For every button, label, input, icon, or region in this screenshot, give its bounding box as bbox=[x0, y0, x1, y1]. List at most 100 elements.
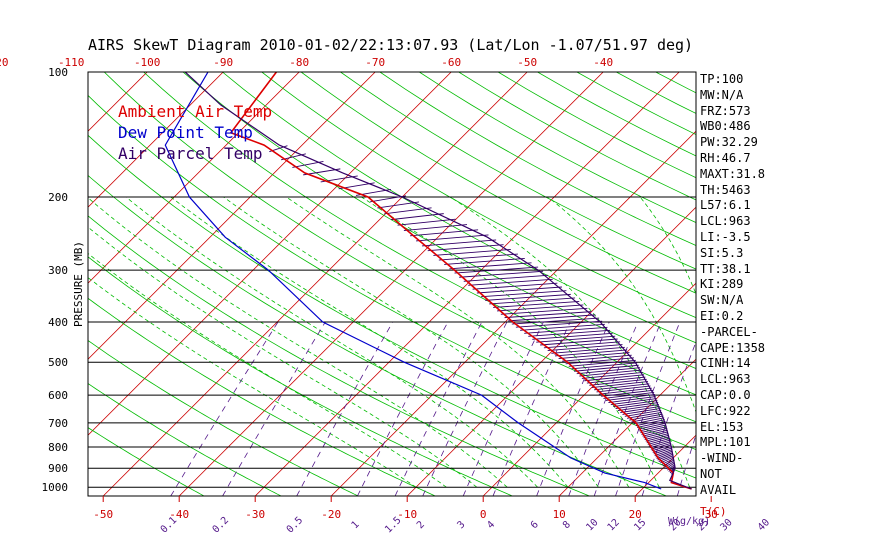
cape-hatch bbox=[370, 195, 407, 203]
top-temp-tick-label: -40 bbox=[593, 56, 613, 69]
cape-hatch bbox=[500, 307, 588, 315]
chart-legend: Ambient Air Temp Dew Point Temp Air Parc… bbox=[118, 101, 272, 164]
cape-hatch bbox=[581, 371, 643, 379]
mixing-ratio-line bbox=[568, 321, 639, 496]
dry-adiabat bbox=[88, 256, 513, 496]
moist-adiabat bbox=[639, 196, 696, 295]
bottom-temp-tick-label: -30 bbox=[245, 508, 265, 521]
isotherm bbox=[88, 72, 452, 436]
cape-hatch bbox=[594, 383, 650, 391]
cape-hatch bbox=[444, 258, 525, 265]
cape-hatch bbox=[584, 374, 645, 382]
cape-hatch bbox=[615, 402, 659, 410]
cape-hatch bbox=[596, 385, 651, 393]
cape-hatch bbox=[568, 359, 636, 367]
cape-hatch bbox=[485, 293, 571, 301]
cape-hatch bbox=[669, 466, 675, 474]
stability-indices: TP:100 MW:N/A FRZ:573 WB0:486 PW:32.29 RH:46.… bbox=[700, 72, 870, 499]
cape-hatch bbox=[620, 406, 660, 413]
cape-hatch bbox=[528, 329, 611, 337]
isotherm bbox=[0, 72, 71, 496]
cape-hatch bbox=[647, 438, 670, 445]
dry-adiabat bbox=[261, 72, 696, 319]
mixing-ratio-line bbox=[593, 321, 662, 496]
cape-hatch bbox=[511, 317, 600, 325]
cape-hatch bbox=[558, 352, 630, 360]
ambient-temp-line bbox=[229, 72, 692, 490]
isotherm bbox=[102, 72, 528, 496]
pressure-tick-label: 400 bbox=[48, 316, 68, 329]
moist-adiabat bbox=[223, 196, 599, 488]
index-row: KI:289 bbox=[700, 277, 744, 292]
cape-hatch bbox=[574, 364, 639, 372]
cape-hatch bbox=[601, 389, 654, 397]
isotherm bbox=[406, 206, 696, 496]
cape-hatch bbox=[515, 320, 603, 328]
isotherm bbox=[178, 72, 604, 496]
x-axis-label: T(C) bbox=[700, 505, 727, 518]
dry-adiabat bbox=[88, 94, 696, 450]
index-row: LFC:922 bbox=[700, 403, 751, 418]
cape-hatch bbox=[384, 207, 432, 215]
index-row: LCL:963 bbox=[700, 372, 751, 387]
bottom-temp-tick-label: 0 bbox=[480, 508, 487, 521]
cape-hatch bbox=[648, 439, 671, 447]
dry-adiabat bbox=[88, 340, 359, 496]
mixing-ratio-label: 12 bbox=[606, 517, 622, 533]
cape-hatch bbox=[610, 398, 657, 406]
index-row: MW:N/A bbox=[700, 87, 744, 102]
cape-hatch bbox=[421, 239, 497, 247]
pressure-tick-label: 1000 bbox=[42, 481, 69, 494]
cape-hatch bbox=[508, 314, 596, 322]
cape-hatch bbox=[652, 445, 672, 453]
mixing-ratio-line bbox=[296, 321, 394, 496]
cape-hatch bbox=[540, 338, 618, 346]
bottom-temp-tick-label: -20 bbox=[321, 508, 341, 521]
cape-hatch bbox=[481, 290, 567, 298]
cape-hatch bbox=[641, 428, 668, 435]
plot-frame bbox=[87, 71, 697, 497]
dry-adiabat bbox=[88, 215, 590, 496]
cape-hatch bbox=[603, 391, 655, 399]
index-row: LI:-3.5 bbox=[700, 229, 751, 244]
mixing-ratio-line bbox=[170, 321, 279, 496]
pressure-tick-label: 800 bbox=[48, 441, 68, 454]
index-row: AVAIL bbox=[700, 482, 737, 497]
index-row: EI:0.2 bbox=[700, 308, 744, 323]
cape-hatch bbox=[433, 248, 511, 256]
cape-hatch bbox=[644, 433, 669, 440]
index-row: RH:46.7 bbox=[700, 150, 751, 165]
top-temp-tick-label: -120 bbox=[0, 56, 8, 69]
cape-hatch bbox=[520, 323, 605, 331]
dry-adiabat bbox=[88, 427, 205, 496]
chart-title: AIRS SkewT Diagram 2010-01-02/22:13:07.9… bbox=[88, 36, 694, 54]
mixing-ratio-line bbox=[222, 321, 326, 496]
mixing-ratio-line bbox=[536, 321, 610, 496]
index-row: TP:100 bbox=[700, 72, 744, 86]
cape-hatch bbox=[532, 332, 613, 340]
mixing-ratio-label: 40 bbox=[756, 517, 772, 533]
cape-hatch bbox=[496, 304, 584, 312]
index-row: TT:38.1 bbox=[700, 261, 751, 276]
index-row: WB0:486 bbox=[700, 119, 751, 134]
bottom-temp-tick-label: 20 bbox=[629, 508, 642, 521]
mixing-ratio-label: 6 bbox=[529, 519, 541, 531]
cape-hatch bbox=[397, 218, 456, 226]
mixing-ratio-line bbox=[492, 321, 571, 496]
dry-adiabat bbox=[88, 383, 282, 496]
cape-hatch bbox=[653, 447, 673, 455]
index-row: -WIND- bbox=[700, 451, 744, 466]
cape-hatch bbox=[622, 408, 661, 415]
top-temp-tick-label: -50 bbox=[517, 56, 537, 69]
index-row: -PARCEL- bbox=[700, 324, 758, 339]
cape-hatch bbox=[598, 387, 652, 395]
cape-hatch bbox=[390, 213, 444, 221]
cape-hatch bbox=[571, 362, 638, 370]
cape-hatch bbox=[565, 357, 635, 365]
cape-hatch bbox=[551, 346, 625, 354]
index-row: SI:5.3 bbox=[700, 245, 744, 260]
bottom-temp-tick-label: -50 bbox=[93, 508, 113, 521]
cape-hatch bbox=[645, 434, 670, 442]
isotherm bbox=[254, 72, 680, 496]
